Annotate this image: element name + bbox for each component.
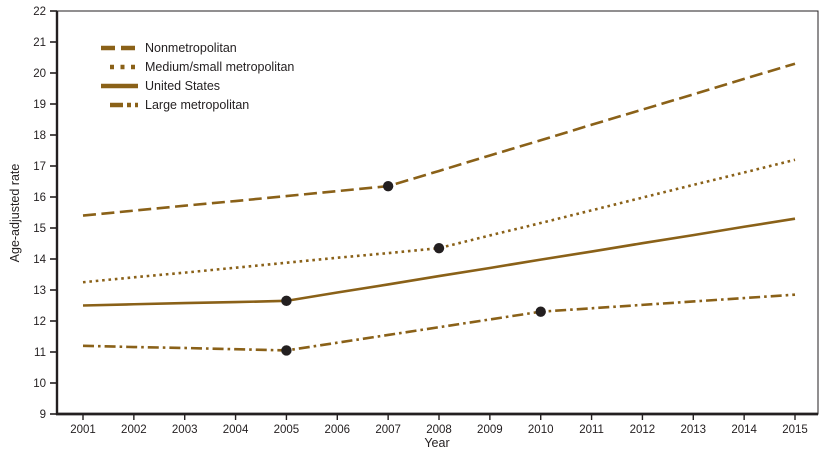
dotted-line-swatch-icon <box>101 61 138 73</box>
x-tick-label: 2005 <box>274 424 300 436</box>
legend: Nonmetropolitan Medium/small metropolita… <box>101 38 294 114</box>
joinpoint-marker <box>281 345 292 356</box>
legend-label: Medium/small metropolitan <box>145 59 295 74</box>
x-tick-label: 2002 <box>121 424 147 436</box>
y-tick-label: 9 <box>40 409 46 421</box>
x-tick-label: 2010 <box>528 424 554 436</box>
x-tick-label: 2009 <box>477 424 503 436</box>
legend-item-united-states: United States <box>101 76 294 95</box>
legend-item-nonmetropolitan: Nonmetropolitan <box>101 38 294 57</box>
series-line-large-metropolitan <box>82 293 796 352</box>
x-tick-label: 2006 <box>324 424 350 436</box>
y-tick-label: 21 <box>33 37 46 49</box>
y-axis-title: Age-adjusted rate <box>8 163 22 263</box>
y-tick-label: 11 <box>34 347 46 359</box>
x-tick-label: 2007 <box>375 424 401 436</box>
x-tick-label: 2004 <box>223 424 249 436</box>
y-tick-label: 13 <box>33 285 46 297</box>
y-tick-label: 19 <box>33 99 46 111</box>
y-tick-label: 20 <box>33 68 46 80</box>
y-tick-label: 10 <box>33 378 46 390</box>
legend-item-medium-small-metropolitan: Medium/small metropolitan <box>101 57 294 76</box>
y-tick-label: 12 <box>33 316 46 328</box>
series-line-united-states <box>82 217 796 307</box>
y-tick-label: 16 <box>33 192 46 204</box>
x-tick-label: 2012 <box>630 424 656 436</box>
solid-line-swatch-icon <box>101 80 138 92</box>
y-tick-label: 22 <box>33 6 46 18</box>
legend-label: Large metropolitan <box>145 97 250 112</box>
y-tick-label: 15 <box>33 223 46 235</box>
x-tick-label: 2003 <box>172 424 198 436</box>
legend-label: Nonmetropolitan <box>145 40 237 55</box>
joinpoint-marker <box>281 295 292 307</box>
joinpoint-marker <box>535 306 546 317</box>
x-tick-label: 2013 <box>680 424 706 436</box>
joinpoint-marker <box>433 242 445 254</box>
y-tick-label: 18 <box>33 130 46 142</box>
legend-label: United States <box>145 78 221 93</box>
series-line-medium-small-metropolitan <box>82 158 796 284</box>
dash-dot-line-swatch-icon <box>101 99 138 111</box>
x-tick-label: 2015 <box>782 424 808 436</box>
x-axis-title: Year <box>424 436 450 450</box>
y-tick-label: 14 <box>33 254 46 266</box>
legend-item-large-metropolitan: Large metropolitan <box>101 95 294 114</box>
y-tick-label: 17 <box>33 161 46 173</box>
joinpoint-marker <box>382 180 394 192</box>
series-line-nonmetropolitan <box>82 62 796 217</box>
dashed-line-swatch-icon <box>101 42 138 54</box>
x-tick-label: 2011 <box>579 424 604 436</box>
x-tick-label: 2001 <box>70 424 96 436</box>
x-tick-label: 2008 <box>426 424 452 436</box>
x-tick-label: 2014 <box>731 424 757 436</box>
